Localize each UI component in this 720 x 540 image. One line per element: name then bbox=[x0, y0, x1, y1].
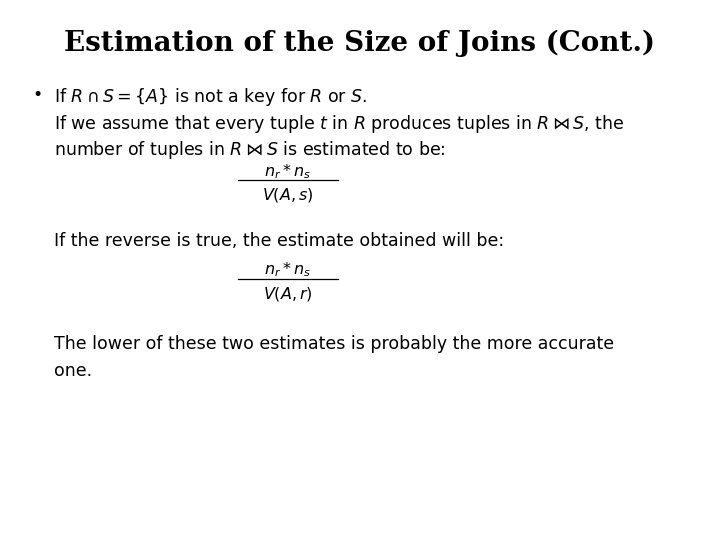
Text: $V(A,r)$: $V(A,r)$ bbox=[263, 285, 313, 302]
Text: number of tuples in $R \bowtie S$ is estimated to be:: number of tuples in $R \bowtie S$ is est… bbox=[54, 139, 446, 161]
Text: Estimation of the Size of Joins (Cont.): Estimation of the Size of Joins (Cont.) bbox=[65, 30, 655, 57]
Text: $n_r * n_s$: $n_r * n_s$ bbox=[264, 260, 312, 279]
Text: If we assume that every tuple $t$ in $R$ produces tuples in $R \bowtie S$, the: If we assume that every tuple $t$ in $R$… bbox=[54, 113, 625, 136]
Text: $n_r * n_s$: $n_r * n_s$ bbox=[264, 162, 312, 181]
Text: one.: one. bbox=[54, 362, 92, 380]
Text: If the reverse is true, the estimate obtained will be:: If the reverse is true, the estimate obt… bbox=[54, 232, 504, 250]
Text: •: • bbox=[32, 86, 42, 104]
Text: If $R \cap S = \{A\}$ is not a key for $R$ or $S$.: If $R \cap S = \{A\}$ is not a key for $… bbox=[54, 86, 367, 109]
Text: $V(A,s)$: $V(A,s)$ bbox=[262, 186, 314, 204]
Text: The lower of these two estimates is probably the more accurate: The lower of these two estimates is prob… bbox=[54, 335, 614, 353]
